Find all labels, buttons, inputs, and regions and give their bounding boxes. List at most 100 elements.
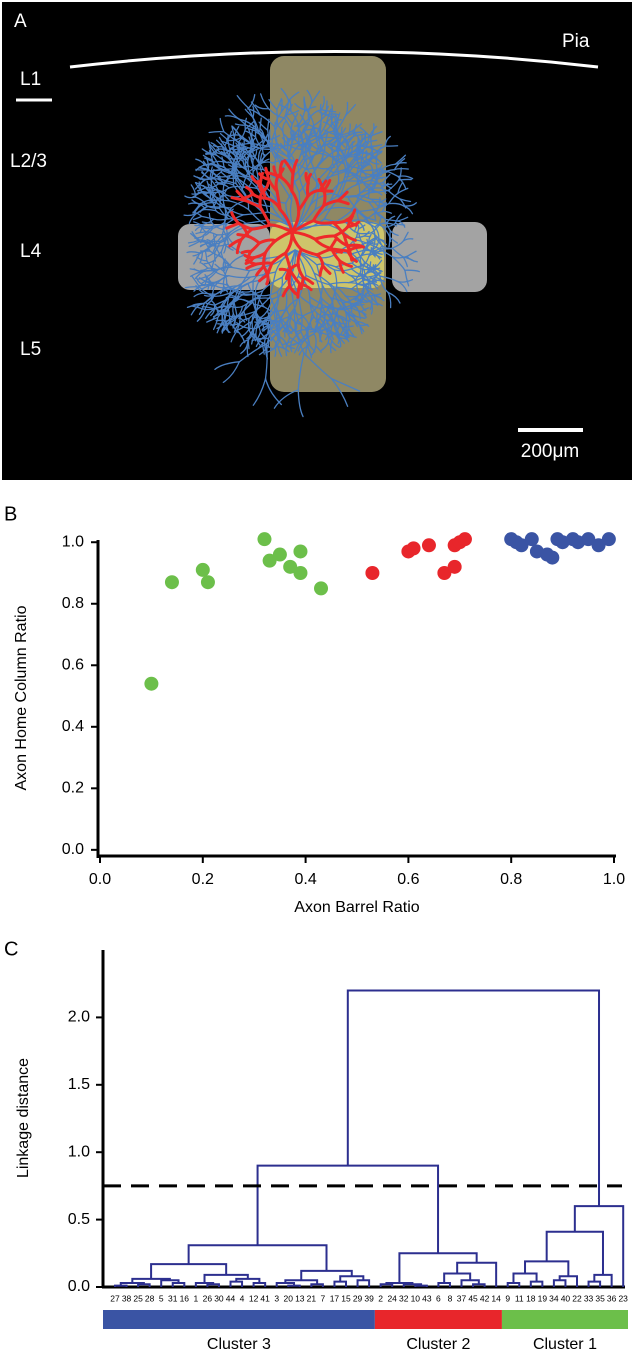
neurite (270, 328, 281, 329)
leaf-label: 31 (168, 1293, 178, 1303)
y-tick-label: 1.5 (68, 1076, 90, 1093)
panel-label: A (14, 11, 27, 32)
point (165, 575, 179, 589)
point (273, 548, 287, 562)
layer-label: L5 (20, 339, 41, 360)
point (407, 541, 421, 555)
neurite (280, 269, 289, 271)
link (151, 1264, 226, 1279)
leaf-label: 41 (260, 1293, 270, 1303)
leaf-label: 12 (249, 1293, 259, 1303)
neurite (352, 142, 353, 152)
y-tick-label: 0.8 (62, 595, 84, 612)
neurite (207, 282, 216, 283)
panel-label: C (4, 938, 18, 960)
y-tick-label: 1.0 (68, 1143, 90, 1160)
cluster-label: Cluster 1 (533, 1336, 597, 1353)
leaf-label: 16 (180, 1293, 190, 1303)
neurite (285, 329, 286, 337)
link (258, 1166, 438, 1254)
neurite (390, 231, 391, 242)
neurite (324, 190, 325, 205)
point (422, 538, 436, 552)
panel-label: B (4, 503, 17, 525)
y-tick-label: 0.0 (68, 1278, 90, 1295)
x-tick-label: 1.0 (603, 871, 625, 888)
neurite (242, 251, 251, 252)
point (293, 566, 307, 580)
leaf-label: 19 (538, 1293, 548, 1303)
leaf-label: 20 (284, 1293, 294, 1303)
x-tick-label: 0.4 (294, 871, 316, 888)
leaf-label: 34 (549, 1293, 559, 1303)
point (201, 575, 215, 589)
leaf-label: 2 (378, 1293, 383, 1303)
leaf-label: 27 (110, 1293, 120, 1303)
layer-label: L4 (20, 241, 42, 262)
leaf-label: 21 (307, 1293, 317, 1303)
layer-label: L2/3 (10, 151, 47, 172)
leaf-label: 42 (480, 1293, 490, 1303)
leaf-label: 26 (203, 1293, 213, 1303)
leaf-label: 23 (618, 1293, 628, 1303)
pia-label: Pia (562, 31, 590, 52)
neurite (216, 320, 227, 321)
leaf-label: 17 (330, 1293, 340, 1303)
link (348, 990, 599, 1206)
leaf-label: 6 (436, 1293, 441, 1303)
leaf-label: 24 (387, 1293, 397, 1303)
cluster-label: Cluster 2 (406, 1336, 470, 1353)
leaf-label: 37 (457, 1293, 467, 1303)
neurite (320, 190, 332, 191)
leaf-label: 28 (145, 1293, 155, 1303)
leaf-label: 5 (159, 1293, 164, 1303)
point (257, 532, 271, 546)
y-tick-label: 0.5 (68, 1211, 90, 1228)
y-tick-label: 1.0 (62, 533, 84, 550)
leaf-label: 43 (422, 1293, 432, 1303)
neurite (276, 177, 277, 191)
x-tick-label: 0.8 (500, 871, 522, 888)
point (458, 532, 472, 546)
point (144, 677, 158, 691)
cluster-band (375, 1310, 502, 1329)
leaf-label: 11 (515, 1293, 524, 1303)
point (602, 532, 616, 546)
y-tick-label: 0.0 (62, 841, 84, 858)
neurite (399, 179, 411, 180)
x-tick-label: 0.2 (192, 871, 214, 888)
leaf-label: 10 (411, 1293, 421, 1303)
leaf-label: 39 (364, 1293, 374, 1303)
neurite (203, 228, 213, 229)
neurite (286, 292, 287, 307)
leaf-label: 15 (341, 1293, 351, 1303)
y-axis-label: Linkage distance (15, 1058, 32, 1178)
link (547, 1232, 603, 1275)
link (444, 1274, 470, 1283)
neurite (372, 147, 373, 159)
neurite (270, 320, 271, 327)
leaf-label: 44 (226, 1293, 236, 1303)
leaf-label: 4 (240, 1293, 245, 1303)
leaf-label: 25 (133, 1293, 143, 1303)
leaf-label: 32 (399, 1293, 409, 1303)
leaf-label: 33 (584, 1293, 594, 1303)
leaf-label: 14 (491, 1293, 501, 1303)
x-tick-label: 0.6 (397, 871, 419, 888)
neurite (379, 172, 387, 173)
leaf-label: 40 (561, 1293, 571, 1303)
x-axis-label: Axon Barrel Ratio (294, 899, 419, 916)
leaf-label: 36 (607, 1293, 617, 1303)
leaf-label: 35 (595, 1293, 605, 1303)
neurite (289, 271, 290, 286)
neurite (270, 130, 271, 139)
leaf-label: 45 (468, 1293, 478, 1303)
y-tick-label: 0.2 (62, 780, 84, 797)
link (560, 1276, 577, 1287)
neurite (308, 332, 309, 346)
y-tick-label: 2.0 (68, 1009, 90, 1026)
link (189, 1245, 327, 1271)
leaf-label: 18 (526, 1293, 536, 1303)
point (365, 566, 379, 580)
